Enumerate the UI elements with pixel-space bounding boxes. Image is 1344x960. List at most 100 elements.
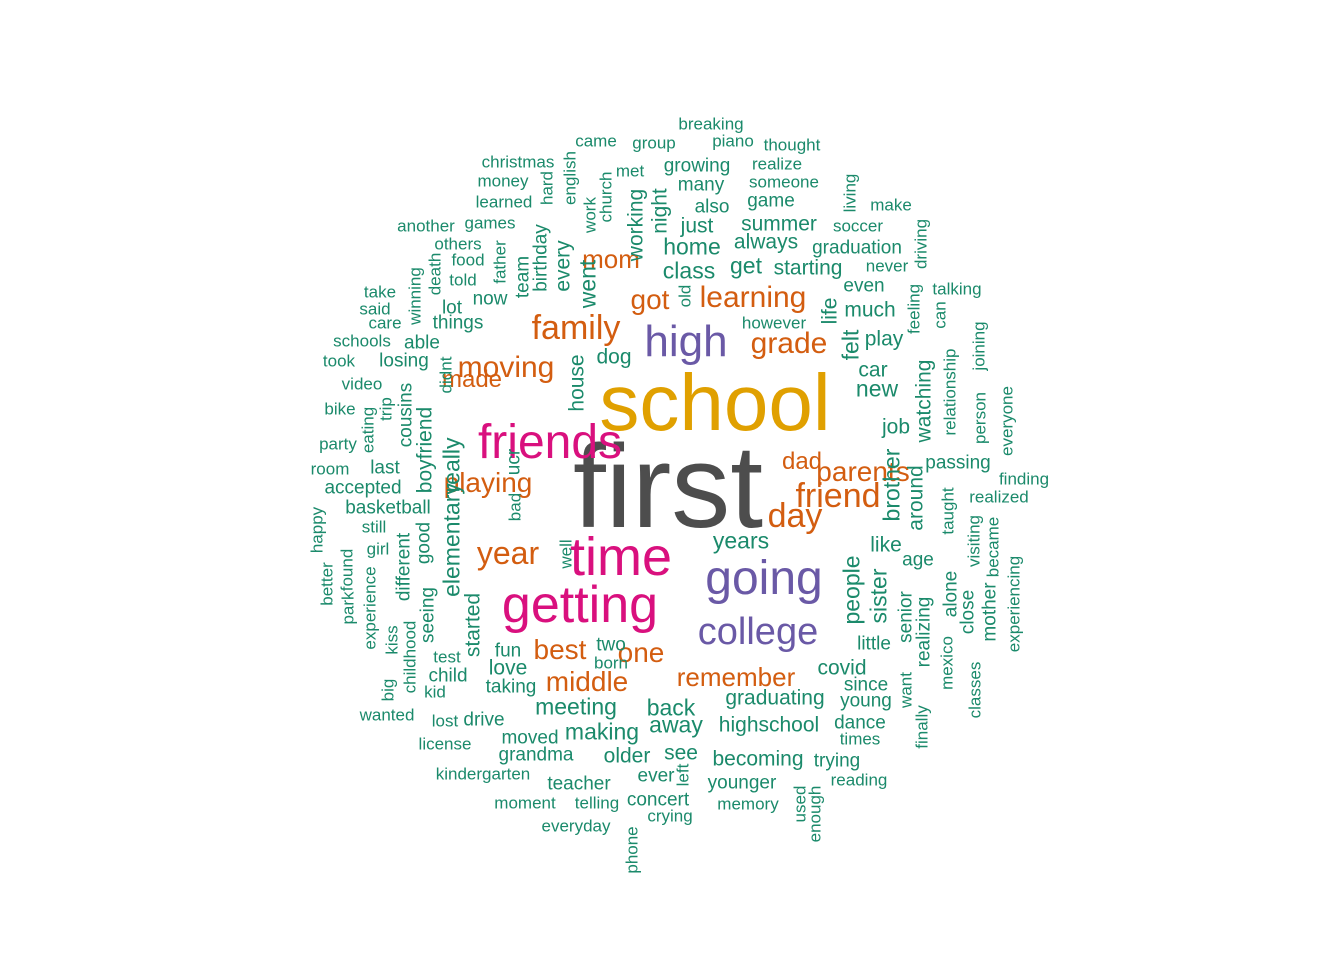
word-age: age (902, 549, 934, 571)
word-house: house (565, 354, 589, 412)
word-year: year (476, 535, 540, 571)
word-losing: losing (379, 350, 429, 372)
word-ucr: ucr (503, 448, 525, 476)
word-birthday: birthday (530, 224, 552, 292)
word-meeting: meeting (535, 693, 617, 720)
word-years: years (712, 527, 770, 554)
word-telling: telling (574, 793, 620, 813)
word-get: get (730, 252, 762, 279)
word-room: room (310, 459, 350, 479)
word-always: always (733, 230, 799, 254)
word-kindergarten: kindergarten (435, 764, 531, 784)
word-family: family (531, 309, 621, 347)
word-driving: driving (911, 218, 931, 270)
word-game: game (747, 190, 795, 212)
word-went: went (574, 259, 601, 309)
word-working: working (624, 188, 648, 262)
word-made: made (441, 366, 503, 393)
word-felt: felt (837, 329, 864, 361)
word-trying: trying (813, 750, 861, 772)
word-boyfriend: boyfriend (413, 406, 437, 494)
word-dance: dance (834, 712, 886, 734)
word-everyone: everyone (997, 386, 1017, 456)
word-last: last (370, 457, 400, 479)
word-every: every (551, 240, 575, 292)
word-many: many (677, 174, 725, 196)
word-didnt: didnt (436, 356, 456, 394)
word-graduating: graduating (725, 686, 825, 710)
word-classes: classes (965, 661, 985, 719)
word-talking: talking (932, 279, 982, 299)
word-girl: girl (366, 539, 390, 559)
word-life: life (818, 297, 842, 325)
word-joining: joining (969, 321, 989, 371)
word-learned: learned (475, 192, 533, 212)
word-ever: ever (637, 765, 675, 787)
word-death: death (425, 252, 445, 296)
word-dog: dog (596, 345, 632, 369)
word-english: english (560, 151, 580, 205)
word-became: became (983, 516, 1003, 578)
word-good: good (413, 521, 435, 565)
word-younger: younger (707, 772, 777, 794)
word-thought: thought (763, 135, 821, 155)
word-never: never (865, 256, 909, 276)
word-mom: mom (582, 244, 640, 274)
word-realizing: realizing (913, 596, 935, 668)
word-others: others (434, 234, 482, 254)
word-like: like (870, 533, 902, 557)
word-enough: enough (805, 785, 825, 843)
word-piano: piano (712, 131, 754, 151)
word-time: time (569, 527, 673, 587)
word-away: away (649, 711, 703, 738)
word-park: park (338, 591, 358, 625)
word-soccer: soccer (832, 216, 884, 236)
word-visiting: visiting (964, 515, 984, 567)
word-christmas: christmas (481, 152, 555, 172)
word-well: well (556, 539, 576, 569)
word-graduation: graduation (812, 237, 902, 259)
word-new: new (855, 375, 899, 402)
word-eating: eating (358, 406, 378, 454)
word-test: test (433, 647, 461, 667)
word-took: took (322, 351, 356, 371)
word-two: two (596, 634, 626, 656)
word-living: living (840, 173, 860, 213)
word-realize: realize (751, 154, 803, 174)
word-kiss: kiss (382, 625, 402, 655)
word-group: group (632, 133, 676, 153)
word-team: team (512, 255, 534, 299)
word-job: job (881, 415, 911, 439)
word-breaking: breaking (678, 114, 744, 134)
word-first: first (572, 421, 764, 553)
word-people: people (838, 555, 865, 625)
word-covid: covid (817, 656, 867, 680)
word-hard: hard (537, 170, 557, 206)
word-drive: drive (463, 709, 505, 731)
word-learning: learning (699, 281, 807, 314)
word-young: young (840, 690, 892, 712)
word-experiencing: experiencing (1004, 555, 1024, 653)
word-video: video (341, 374, 383, 394)
word-make: make (870, 195, 912, 215)
word-summer: summer (741, 212, 817, 236)
word-better: better (317, 562, 337, 606)
word-day: day (767, 497, 823, 535)
word-bike: bike (324, 399, 356, 419)
word-middle: middle (545, 666, 629, 697)
word-license: license (418, 734, 472, 754)
word-watching: watching (912, 359, 936, 443)
word-happy: happy (307, 506, 327, 554)
word-party: party (319, 434, 357, 454)
word-night: night (648, 188, 672, 234)
word-since: since (843, 674, 889, 696)
word-brother: brother (878, 448, 905, 522)
word-accepted: accepted (324, 477, 402, 499)
word-moment: moment (494, 793, 556, 813)
word-able: able (404, 332, 440, 354)
word-passing: passing (925, 452, 991, 474)
word-found: found (337, 548, 357, 592)
word-basketball: basketball (345, 497, 431, 519)
word-grandma: grandma (498, 744, 574, 766)
word-fun: fun (494, 640, 522, 662)
